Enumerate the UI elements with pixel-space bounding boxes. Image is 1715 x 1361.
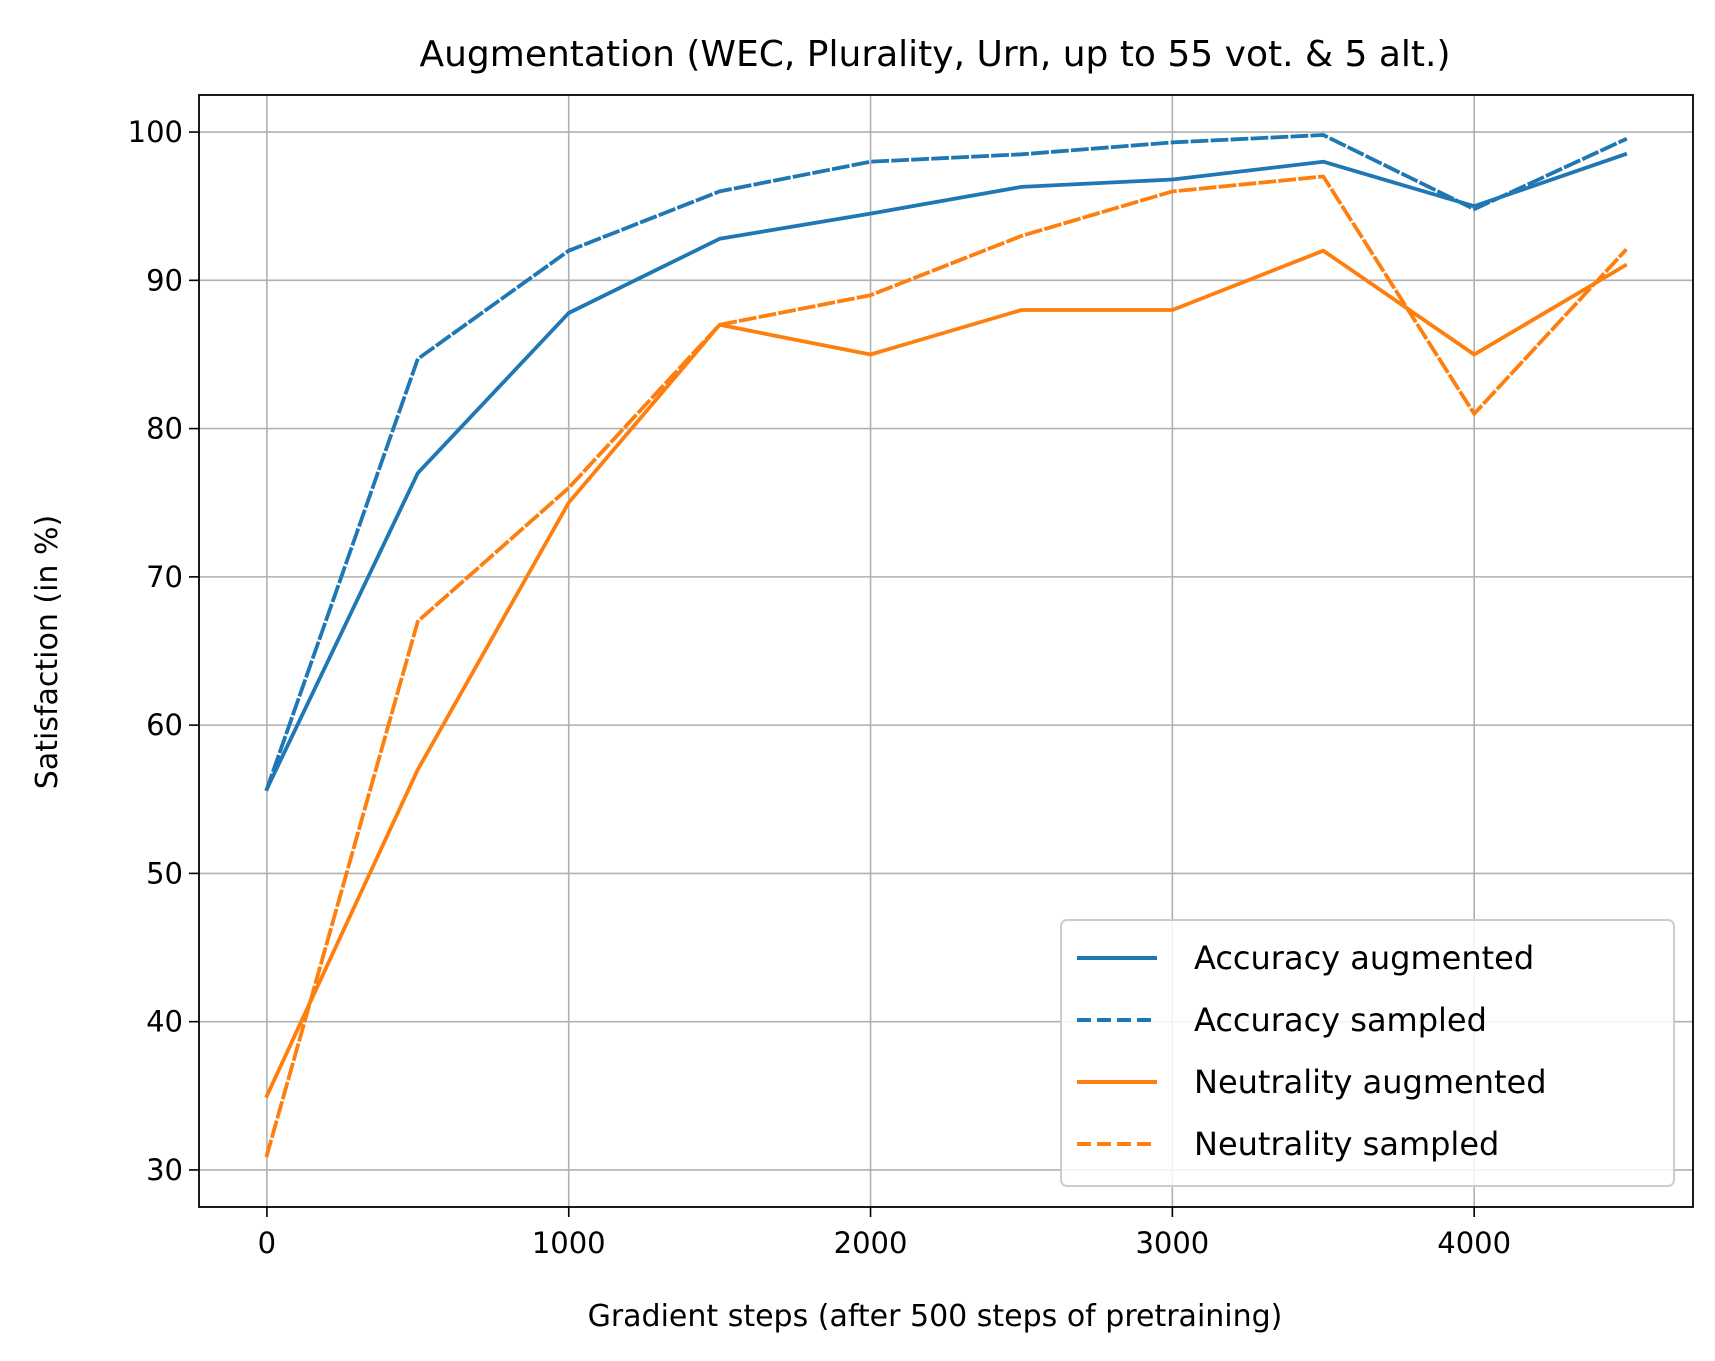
y-axis: 30 40 50 60 70 80 90 100 <box>128 115 199 1187</box>
legend-box <box>1060 919 1675 1187</box>
y-tick-label: 30 <box>146 1153 183 1187</box>
x-axis-label: Gradient steps (after 500 steps of pretr… <box>588 1299 1283 1334</box>
chart-title: Augmentation (WEC, Plurality, Urn, up to… <box>419 34 1450 75</box>
x-tick-label: 3000 <box>1135 1226 1209 1260</box>
grid <box>199 95 1693 1207</box>
x-tick-label: 4000 <box>1437 1226 1511 1260</box>
legend-entry-2: Accuracy sampled <box>1194 1001 1487 1039</box>
y-tick-label: 70 <box>146 560 183 594</box>
x-axis: 0 1000 2000 3000 4000 <box>258 1207 1511 1260</box>
y-tick-label: 80 <box>146 412 183 446</box>
legend: Accuracy augmented Accuracy sampled Neutra… <box>1060 919 1675 1187</box>
y-tick-label: 100 <box>128 115 183 149</box>
legend-entry-3: Neutrality augmented <box>1194 1063 1547 1101</box>
legend-entry-4: Neutrality sampled <box>1194 1125 1499 1163</box>
y-axis-label: Satisfaction (in %) <box>30 515 65 789</box>
series-group <box>264 133 1628 1158</box>
x-tick-label: 1000 <box>532 1226 606 1260</box>
series-line-3 <box>264 248 1628 1099</box>
series-line-1 <box>264 151 1628 792</box>
series-line-4 <box>264 174 1628 1158</box>
series-line-2 <box>264 133 1628 792</box>
legend-entry-1: Accuracy augmented <box>1194 939 1534 977</box>
y-tick-label: 40 <box>146 1005 183 1039</box>
y-tick-label: 60 <box>146 708 183 742</box>
x-tick-label: 2000 <box>834 1226 908 1260</box>
x-tick-label: 0 <box>258 1226 276 1260</box>
plot-frame <box>198 94 1694 1208</box>
y-tick-label: 50 <box>146 856 183 890</box>
y-tick-label: 90 <box>146 263 183 297</box>
